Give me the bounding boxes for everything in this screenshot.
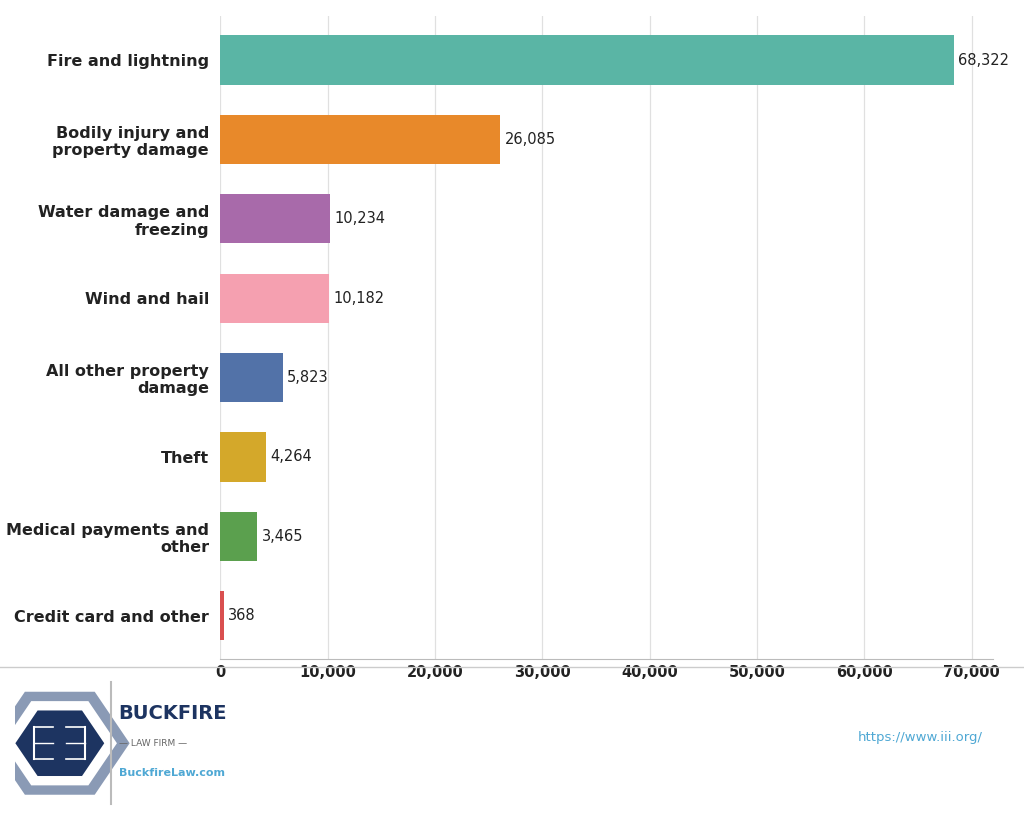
Polygon shape <box>15 710 104 776</box>
Text: BUCKFIRE: BUCKFIRE <box>119 704 227 723</box>
Bar <box>220 432 266 482</box>
Bar <box>220 512 257 561</box>
Text: — LAW FIRM —: — LAW FIRM — <box>119 739 186 748</box>
Bar <box>220 591 224 640</box>
Text: 10,182: 10,182 <box>334 291 385 305</box>
Text: 10,234: 10,234 <box>335 211 385 226</box>
Text: 4,264: 4,264 <box>270 450 312 464</box>
Text: 3,465: 3,465 <box>262 529 303 544</box>
Text: 26,085: 26,085 <box>505 132 556 147</box>
Polygon shape <box>0 692 130 794</box>
Text: 5,823: 5,823 <box>287 370 329 385</box>
Text: https://www.iii.org/: https://www.iii.org/ <box>858 731 983 744</box>
Bar <box>220 353 283 402</box>
Text: BuckfireLaw.com: BuckfireLaw.com <box>119 768 224 778</box>
Text: 368: 368 <box>228 609 256 623</box>
Text: 68,322: 68,322 <box>958 52 1009 67</box>
Polygon shape <box>3 701 117 785</box>
Bar <box>220 274 330 323</box>
Bar <box>220 35 953 84</box>
Bar <box>220 115 501 164</box>
Bar <box>220 194 330 243</box>
